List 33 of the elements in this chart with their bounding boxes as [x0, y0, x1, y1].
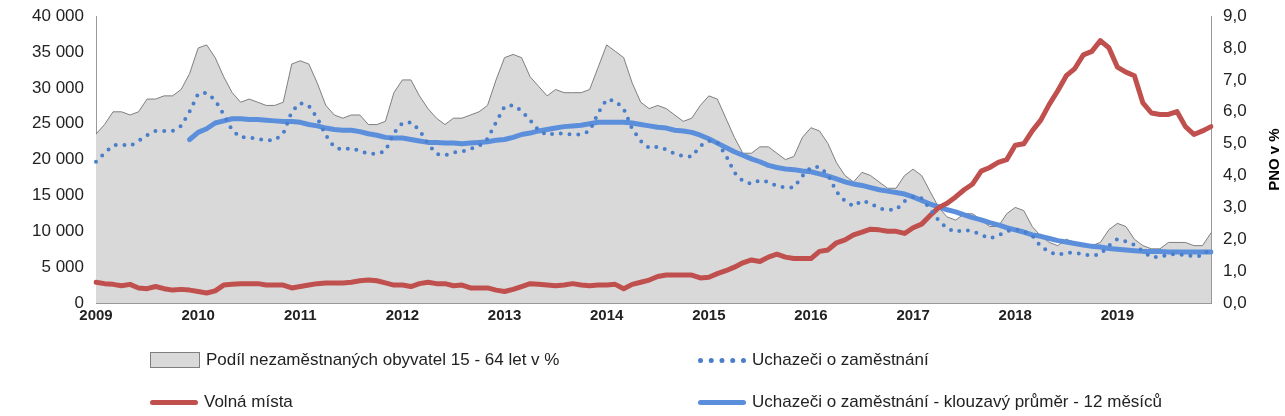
- y2-tick-label: 8,0: [1223, 37, 1247, 57]
- y-tick-label: 35 000: [32, 41, 84, 61]
- y2-tick-label: 6,0: [1223, 101, 1247, 121]
- y2-tick-label: 4,0: [1223, 165, 1247, 185]
- y-tick-label: 15 000: [32, 185, 84, 205]
- y-tick-label: 5 000: [41, 256, 84, 276]
- y2-tick-label: 3,0: [1223, 197, 1247, 217]
- y-tick-label: 25 000: [32, 113, 84, 133]
- x-tick-label: 2015: [692, 306, 726, 324]
- legend-label: Podíl nezaměstnaných obyvatel 15 - 64 let v %: [206, 350, 560, 370]
- y2-tick-label: 5,0: [1223, 133, 1247, 153]
- legend-label: Uchazeči o zaměstnání - klouzavý průměr - 12 měsíců: [752, 392, 1163, 412]
- y-tick-label: 40 000: [32, 5, 84, 25]
- x-tick-label: 2017: [896, 306, 930, 324]
- y2-axis-title: PNO v %: [1265, 128, 1283, 191]
- x-tick-label: 2013: [487, 306, 522, 324]
- x-tick-label: 2019: [1100, 306, 1135, 324]
- x-tick-label: 2016: [794, 306, 828, 324]
- x-tick-label: 2012: [385, 306, 420, 324]
- legend-label: Uchazeči o zaměstnání: [752, 350, 929, 370]
- y-tick-label: 10 000: [32, 220, 84, 240]
- x-tick-label: 2014: [590, 306, 625, 324]
- y2-tick-label: 0,0: [1223, 292, 1247, 312]
- y2-tick-label: 9,0: [1223, 5, 1247, 25]
- y2-tick-label: 1,0: [1223, 260, 1247, 280]
- y2-tick-label: 2,0: [1223, 228, 1247, 248]
- legend-label: Volná místa: [204, 392, 293, 412]
- x-tick-label: 2018: [998, 306, 1032, 324]
- y2-tick-label: 7,0: [1223, 69, 1247, 89]
- y-tick-label: 30 000: [32, 77, 84, 97]
- x-tick-label: 2011: [284, 306, 317, 324]
- y-tick-label: 20 000: [32, 149, 84, 169]
- x-tick-label: 2010: [181, 306, 215, 324]
